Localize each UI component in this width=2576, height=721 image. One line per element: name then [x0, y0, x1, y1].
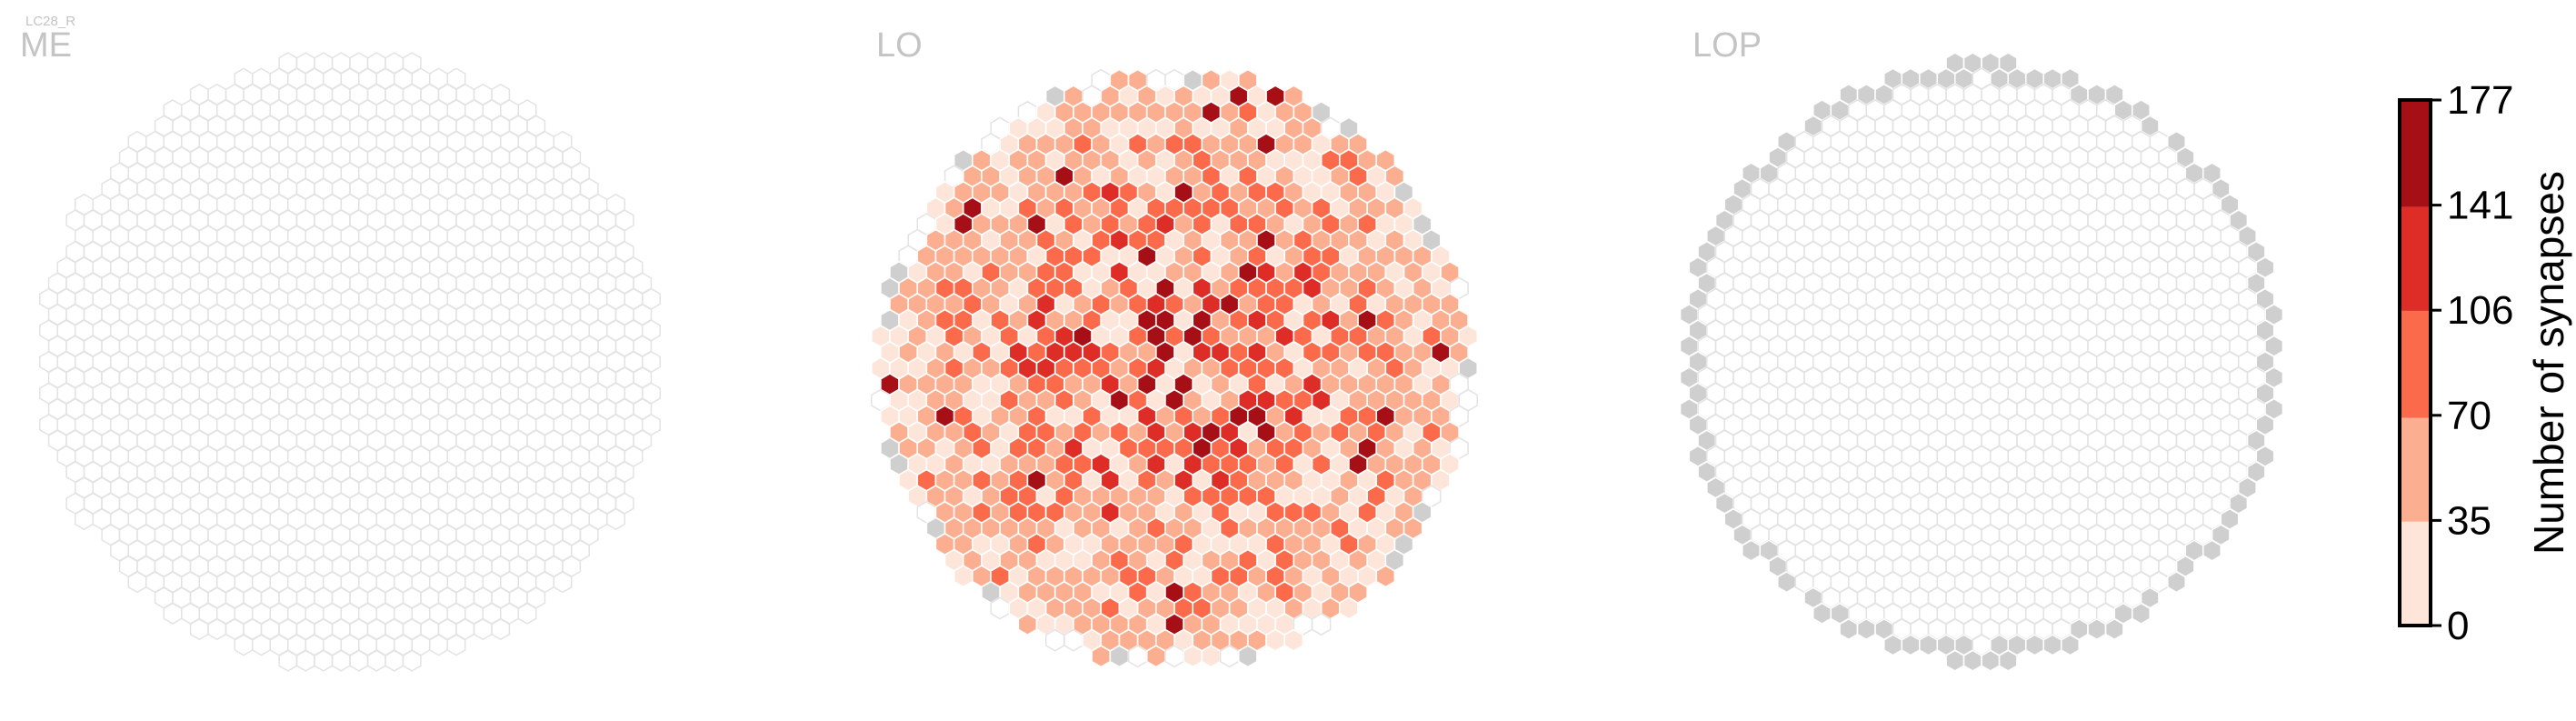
hex-cell: [2167, 571, 2186, 594]
hex-cell: [1109, 645, 1130, 668]
colorbar-tick-label: 106: [2447, 288, 2513, 333]
hex-cell: [1238, 645, 1258, 668]
hex-cell: [1998, 649, 2018, 672]
hex-cell: [1127, 645, 1148, 668]
colorbar-bin: [2400, 310, 2431, 418]
hex-map-lo: [871, 68, 1478, 668]
hex-cell: [278, 649, 298, 672]
hex-cell: [473, 618, 493, 641]
hex-cell: [2042, 634, 2062, 656]
hex-cell: [366, 649, 386, 672]
hex-cell: [331, 649, 351, 672]
hex-cell: [990, 596, 1010, 620]
colorbar-bin: [2400, 206, 2431, 311]
hex-cell: [1063, 628, 1083, 652]
colorbar-tick-label: 0: [2447, 604, 2469, 648]
hex-cell: [1265, 628, 1285, 652]
hex-cell: [1742, 539, 1761, 562]
hex-cell: [446, 634, 466, 656]
hex-cell: [1375, 565, 1396, 588]
hex-cell: [1919, 634, 1938, 656]
hex-cell: [491, 618, 511, 641]
hex-cell: [189, 618, 209, 641]
colorbar-tick-label: 70: [2447, 394, 2491, 438]
hex-cell: [402, 649, 422, 672]
hex-cell: [1219, 645, 1240, 668]
hex-cell: [1091, 645, 1111, 668]
hex-cell: [1856, 618, 1876, 641]
hex-cell: [2202, 539, 2222, 562]
hex-cell: [1044, 628, 1065, 652]
hex-cell: [1962, 649, 1982, 672]
hex-cell: [1311, 613, 1332, 636]
hex-cell: [2104, 618, 2124, 641]
hex-cell: [1777, 571, 1796, 594]
hex-cell: [1146, 645, 1166, 668]
hex-cell: [2087, 618, 2107, 641]
hex-cell: [553, 571, 573, 594]
hex-cell: [349, 649, 369, 672]
hex-cell: [1839, 618, 1859, 641]
hex-cell: [2132, 602, 2151, 625]
colorbar: 0 35 70 106 141 177 Number of synapses: [2398, 78, 2572, 648]
hex-cell: [1283, 628, 1304, 652]
colorbar-tick-label: 177: [2447, 78, 2513, 123]
colorbar-label: Number of synapses: [2525, 171, 2572, 555]
hex-cell: [1981, 649, 2001, 672]
hex-cell: [384, 649, 404, 672]
hex-cell: [127, 571, 147, 594]
panel-title-lo: LO: [876, 26, 923, 65]
hex-map-lop: [1679, 52, 2284, 672]
panel-title-lop: LOP: [1692, 26, 1762, 65]
colorbar-bin: [2400, 417, 2431, 522]
hex-cell: [1812, 602, 1832, 625]
hex-cell: [2025, 634, 2044, 656]
colorbar-frame: [2398, 98, 2432, 627]
hex-cell: [314, 649, 334, 672]
hex-cell: [1164, 645, 1184, 668]
hex-cell: [163, 602, 183, 625]
hex-cell: [207, 618, 227, 641]
hex-cell: [1017, 613, 1038, 636]
hex-cell: [1183, 645, 1203, 668]
hex-cell: [517, 602, 537, 625]
hex-cell: [953, 565, 973, 588]
colorbar-tick-label: 35: [2447, 498, 2491, 543]
hex-cell: [1901, 634, 1921, 656]
hex-cell: [606, 507, 625, 531]
hex-cell: [1339, 596, 1359, 620]
hex-cell: [75, 507, 94, 531]
hex-cell: [1201, 645, 1222, 668]
hex-cell: [429, 634, 448, 656]
colorbar-bin: [2400, 521, 2431, 626]
hex-cell: [234, 634, 254, 656]
hex-cell: [1945, 649, 1965, 672]
hex-map-me: [39, 52, 661, 672]
hex-cell: [252, 634, 271, 656]
hex-cell: [1883, 634, 1902, 656]
hex-cell: [295, 649, 315, 672]
panel-title-me: ME: [20, 26, 72, 65]
hex-cell: [2061, 634, 2080, 656]
colorbar-tick-label: 141: [2447, 184, 2513, 228]
cell-type-label: LC28_R: [25, 14, 75, 29]
colorbar-bin: [2400, 100, 2431, 207]
